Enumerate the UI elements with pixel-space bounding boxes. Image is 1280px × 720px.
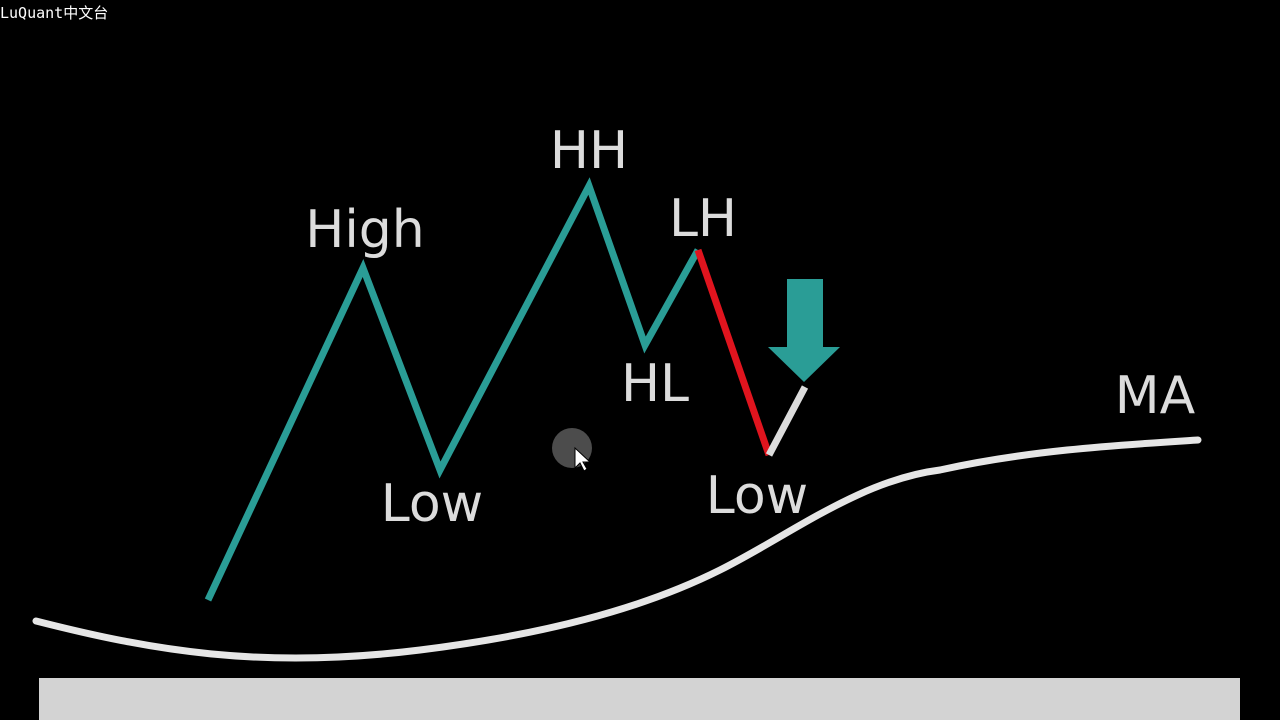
watermark: LuQuant中文台	[0, 4, 109, 22]
bottom-bar	[39, 678, 1240, 720]
down-arrow-icon	[768, 279, 840, 382]
label-hh: HH	[550, 121, 628, 181]
retrace-segment	[765, 385, 809, 457]
label-low-2: Low	[706, 466, 808, 526]
label-hl: HL	[621, 354, 689, 414]
mouse-cursor-icon	[552, 428, 592, 472]
label-ma: MA	[1115, 366, 1196, 426]
price-zigzag	[204, 177, 702, 602]
label-low-1: Low	[381, 474, 483, 534]
ma-curve	[32, 436, 1202, 662]
label-high: High	[305, 200, 425, 260]
breakdown-segment	[694, 248, 773, 457]
label-lh: LH	[669, 189, 737, 249]
